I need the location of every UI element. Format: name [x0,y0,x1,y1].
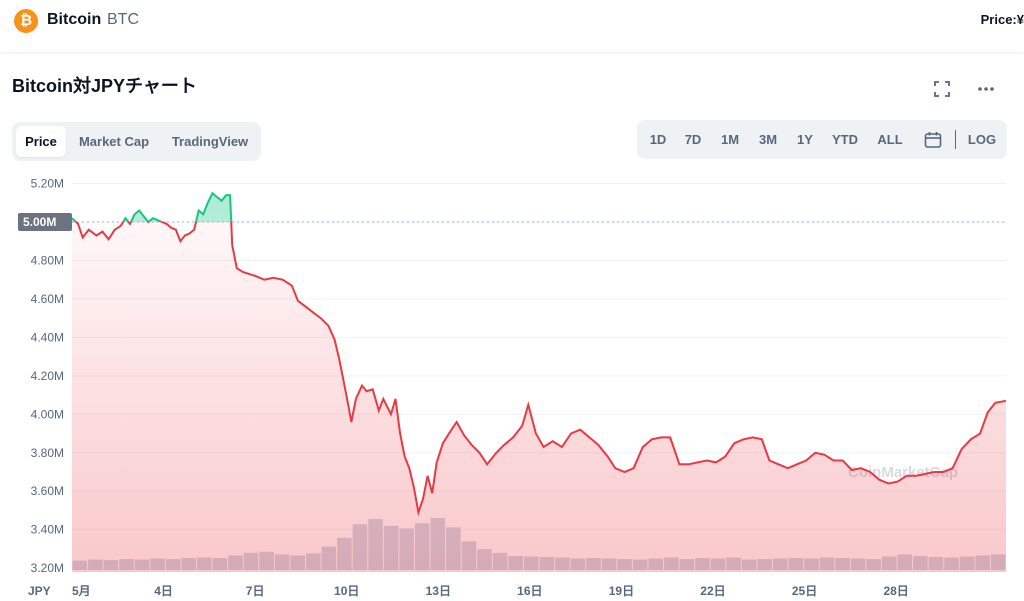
chart-view-tabs: Price Market Cap TradingView [12,122,261,161]
tab-market-cap[interactable]: Market Cap [78,134,150,149]
currency-label: JPY [28,584,51,598]
y-tick-label: 3.80M [31,446,64,460]
x-tick-label: 22日 [700,584,725,598]
top-bar: ₿ Bitcoin BTC Price:¥ [0,0,1024,52]
x-tick-label: 5月 [72,584,91,598]
x-tick-label: 13日 [426,584,451,598]
range-ytd[interactable]: YTD [832,132,858,147]
more-options-icon[interactable] [973,76,999,102]
price-label: Price:¥ [980,12,1024,27]
range-1y[interactable]: 1Y [797,132,813,147]
y-axis: 5.20M 4.80M 4.60M 4.40M 4.20M 4.00M 3.80M 3.60M… [31,177,64,576]
baseline-price-badge [18,213,72,231]
range-divider [955,130,956,149]
x-tick-label: 28日 [883,584,908,598]
x-tick-label: 7日 [246,584,265,598]
y-tick-label: 5.20M [31,177,64,191]
y-tick-label: 3.20M [31,561,64,575]
time-range-selector: 1D 7D 1M 3M 1Y YTD ALL LOG [637,120,1007,159]
x-tick-label: 16日 [517,584,542,598]
y-tick-label: 3.40M [31,523,64,537]
tab-tradingview[interactable]: TradingView [171,134,249,149]
x-tick-label: 19日 [609,584,634,598]
bitcoin-logo-icon: ₿ [14,9,38,33]
range-1d[interactable]: 1D [649,132,667,147]
coin-symbol: BTC [107,11,139,28]
price-area-below-baseline [72,222,1006,572]
x-axis: 5月 4日 7日 10日 13日 16日 19日 22日 25日 28日 [72,584,909,598]
y-tick-label: 4.40M [31,330,64,344]
range-3m[interactable]: 3M [758,132,778,147]
y-tick-label: 4.60M [31,292,64,306]
x-tick-label: 10日 [334,584,359,598]
chart-title: Bitcoin対JPYチャート [12,76,197,96]
range-log[interactable]: LOG [967,132,997,147]
y-tick-label: 3.60M [31,484,64,498]
range-1m[interactable]: 1M [720,132,740,147]
calendar-icon[interactable] [923,130,943,150]
coin-name: Bitcoin [47,11,102,28]
price-chart[interactable]: CoinMarketCap 5.20M4.80M4.60M4.40M4.20M4… [0,168,1024,601]
y-tick-label: 4.00M [31,407,64,421]
y-tick-label: 4.20M [31,369,64,383]
fullscreen-icon[interactable] [929,76,955,102]
range-all[interactable]: ALL [877,132,903,147]
range-7d[interactable]: 7D [684,132,702,147]
tab-price[interactable]: Price [16,126,66,157]
x-tick-label: 25日 [792,584,817,598]
y-tick-label: 4.80M [31,253,64,267]
baseline-price-label: 5.00M [23,215,56,229]
price-line-below-baseline [74,222,1007,517]
x-tick-label: 4日 [154,584,173,598]
